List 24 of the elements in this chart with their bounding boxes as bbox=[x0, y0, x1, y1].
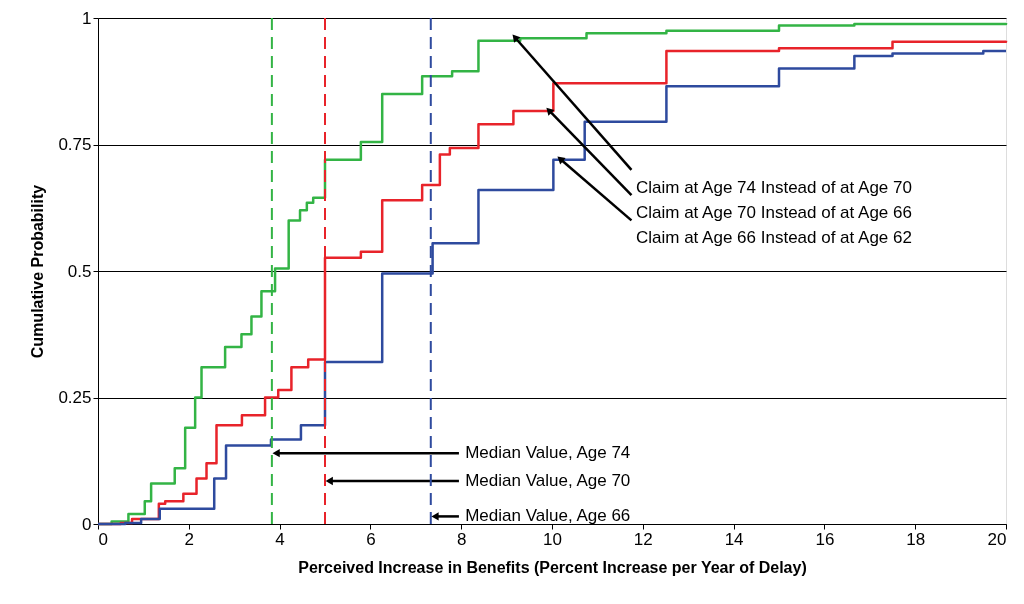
ref-line-label: Median Value, Age 70 bbox=[465, 470, 631, 490]
ref-line-label: Median Value, Age 66 bbox=[465, 506, 631, 526]
x-tick-label: 6 bbox=[366, 529, 376, 549]
y-tick-label: 0 bbox=[82, 514, 92, 534]
y-axis-title: Cumulative Probability bbox=[29, 184, 47, 359]
x-tick-label: 12 bbox=[633, 529, 653, 549]
x-tick-label: 0 bbox=[98, 529, 108, 549]
y-tick-label: 0.75 bbox=[58, 135, 92, 154]
x-tick-label: 10 bbox=[543, 529, 562, 549]
ref-line-label: Median Value, Age 74 bbox=[465, 443, 631, 463]
y-tick-label: 0.5 bbox=[67, 261, 92, 281]
y-tick-label: 1 bbox=[82, 8, 92, 28]
annotation: Claim at Age 70 Instead of at Age 66 bbox=[635, 202, 912, 222]
x-tick-label: 14 bbox=[724, 529, 744, 549]
x-tick-label: 2 bbox=[184, 529, 195, 549]
annotation: Claim at Age 74 Instead of at Age 70 bbox=[635, 177, 912, 197]
x-tick-label: 16 bbox=[815, 529, 835, 549]
x-tick-label: 4 bbox=[275, 529, 285, 549]
x-tick-label: 18 bbox=[906, 529, 926, 549]
x-tick-label: 8 bbox=[456, 529, 467, 549]
x-axis-title: Perceived Increase in Benefits (Percent Increase per Year of Delay) bbox=[298, 558, 807, 576]
y-tick-label: 0.25 bbox=[58, 388, 92, 407]
annotation: Claim at Age 66 Instead of at Age 62 bbox=[635, 228, 912, 248]
x-tick-label: 20 bbox=[987, 529, 1007, 549]
